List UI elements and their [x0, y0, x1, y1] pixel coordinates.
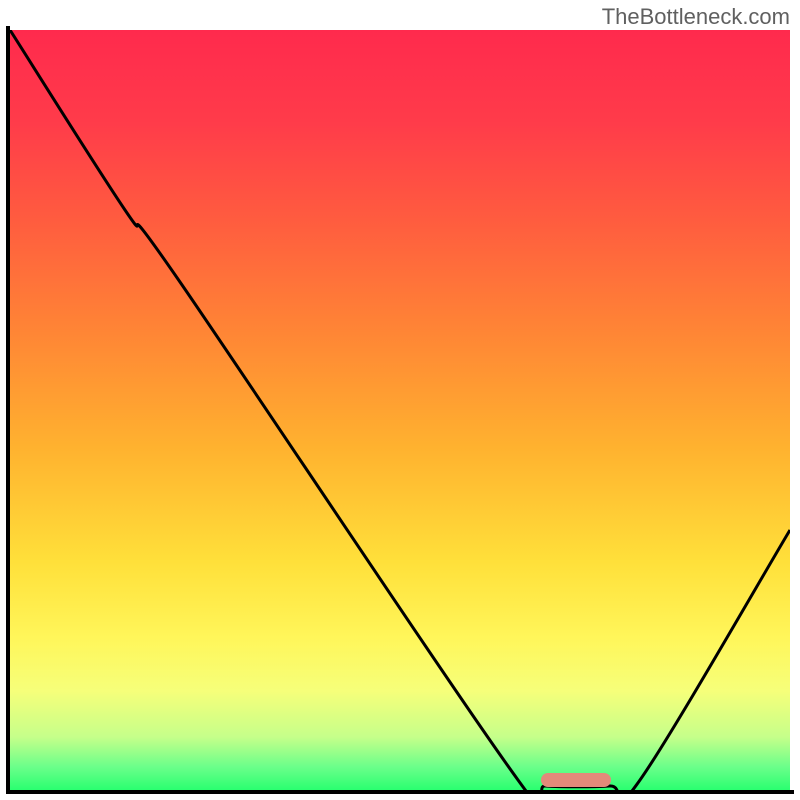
bottleneck-curve: [10, 30, 790, 790]
plot-area: [10, 30, 790, 790]
curve-layer: [10, 30, 790, 790]
chart-container: TheBottleneck.com: [0, 0, 800, 800]
optimum-marker: [541, 773, 611, 787]
watermark-text: TheBottleneck.com: [602, 4, 790, 30]
